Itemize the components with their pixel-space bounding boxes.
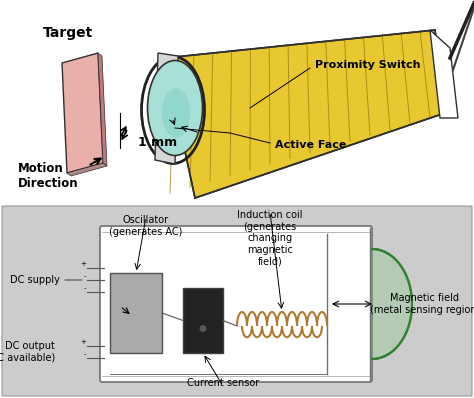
Text: Motion
Direction: Motion Direction (18, 162, 79, 190)
Text: DC output
(NO or NC available): DC output (NO or NC available) (0, 341, 55, 363)
Text: -: - (83, 285, 86, 291)
Text: -: - (83, 351, 86, 357)
Polygon shape (155, 53, 178, 164)
FancyBboxPatch shape (2, 206, 472, 396)
Polygon shape (98, 53, 107, 166)
Text: Oscillator
(generates AC): Oscillator (generates AC) (109, 215, 182, 236)
Text: DC supply: DC supply (10, 275, 60, 285)
Text: +: + (80, 261, 86, 267)
Polygon shape (372, 249, 412, 359)
Text: Proximity Switch: Proximity Switch (315, 60, 420, 70)
Polygon shape (67, 163, 107, 176)
FancyBboxPatch shape (100, 226, 372, 382)
Text: Induction coil
(generates
changing
magnetic
field): Induction coil (generates changing magne… (237, 210, 303, 266)
Bar (183, 288, 223, 353)
Bar (0, 0, 474, 203)
Text: Current sensor: Current sensor (187, 378, 259, 388)
Text: 1 mm: 1 mm (138, 137, 177, 150)
Text: Active Face: Active Face (275, 140, 346, 150)
Polygon shape (62, 53, 103, 173)
Text: -: - (83, 273, 86, 279)
Text: Magnetic field
(metal sensing region): Magnetic field (metal sensing region) (370, 293, 474, 315)
Polygon shape (430, 30, 458, 118)
Bar (110, 273, 162, 353)
Ellipse shape (162, 88, 190, 138)
Text: +: + (80, 339, 86, 345)
Circle shape (200, 325, 207, 332)
Polygon shape (165, 30, 445, 198)
Ellipse shape (147, 60, 202, 156)
Text: Target: Target (43, 26, 93, 40)
